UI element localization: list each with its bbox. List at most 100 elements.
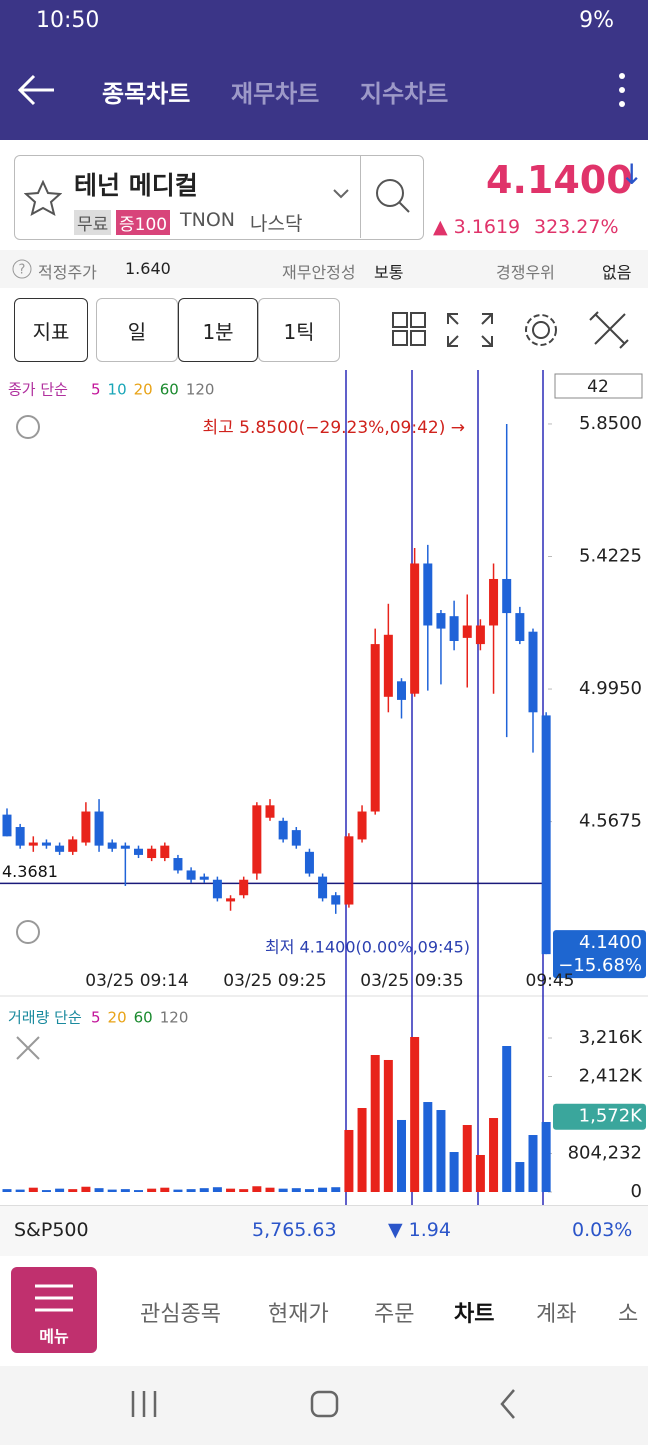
count-box	[554, 373, 643, 399]
candle-body	[344, 836, 354, 905]
time-axis	[0, 965, 648, 995]
candle-body	[475, 625, 485, 645]
candle-body	[278, 820, 288, 840]
volume-bar	[28, 1187, 38, 1192]
legend-period: 60	[134, 1009, 153, 1027]
candle-body	[370, 644, 380, 812]
more-button[interactable]	[612, 70, 632, 110]
period-button[interactable]: 1틱	[258, 298, 340, 362]
back-button[interactable]	[16, 72, 56, 108]
index-name: S&P500	[14, 1219, 89, 1241]
candle-body	[291, 830, 301, 846]
period-button[interactable]: 일	[96, 298, 178, 362]
nav-tab[interactable]: 소	[618, 1302, 639, 1327]
indicator-button[interactable]: 지표	[14, 298, 88, 362]
volume-bar	[199, 1188, 209, 1192]
market: 나스닥	[250, 213, 303, 235]
legend-title: 종가 단순	[8, 381, 68, 399]
volume-bar	[68, 1189, 78, 1192]
volume-bar	[502, 1046, 512, 1192]
info-value: 보통	[374, 263, 404, 282]
y-tick-label: 5.4225	[579, 545, 642, 566]
volume-bar	[2, 1189, 12, 1192]
candle-body	[318, 876, 328, 899]
volume-bar	[489, 1118, 499, 1192]
x-tick-label: 03/25 09:35	[360, 971, 463, 991]
volume-bar	[304, 1189, 314, 1192]
candle-body	[265, 805, 275, 818]
legend-period: 120	[186, 381, 215, 399]
volume-bar	[94, 1188, 104, 1192]
close-volume[interactable]	[16, 1036, 40, 1060]
volume-bar	[344, 1129, 354, 1192]
volume-bar	[226, 1188, 236, 1192]
info-value: 없음	[602, 263, 632, 282]
y-tick-label: 4.9950	[579, 678, 642, 699]
favorite-star[interactable]	[24, 180, 62, 216]
zoom-in[interactable]	[16, 415, 40, 439]
volume-bar	[212, 1187, 222, 1192]
volume-bar	[291, 1188, 301, 1192]
nav-tab[interactable]: 현재가	[268, 1302, 329, 1327]
volume-bar	[55, 1188, 65, 1192]
current-volume-box	[553, 1103, 646, 1130]
candle-body	[502, 578, 512, 614]
menu-button[interactable]: 메뉴	[11, 1267, 97, 1353]
info-value: 1.640	[125, 259, 171, 278]
candle-body	[239, 879, 249, 896]
volume-bar	[436, 1110, 446, 1192]
tab[interactable]: 재무차트	[231, 80, 320, 108]
volume-bar	[147, 1188, 157, 1192]
y-tick-label: 0	[631, 1181, 642, 1202]
ticker: TNON	[180, 209, 235, 231]
volume-bar	[410, 1036, 420, 1192]
volume-bar	[331, 1187, 341, 1192]
volume-bar	[397, 1119, 406, 1192]
reference-label: 4.3681	[2, 862, 58, 881]
volume-bar	[515, 1162, 525, 1192]
volume-bar	[423, 1102, 433, 1192]
candle-body	[357, 811, 367, 840]
x-tick-label: 03/25 09:14	[85, 971, 188, 991]
index-bar: S&P500 5,765.63 ▼ 1.94 0.03%	[0, 1205, 648, 1256]
tab-active[interactable]: 종목차트	[102, 80, 191, 108]
search-button[interactable]	[360, 155, 423, 238]
candle-body	[107, 842, 117, 849]
legend-period: 10	[108, 381, 127, 399]
volume-bar	[265, 1187, 275, 1192]
y-tick-label: 5.8500	[579, 413, 642, 434]
candle-body	[28, 842, 38, 846]
candle-body	[304, 851, 314, 874]
system-buttons[interactable]	[0, 1366, 648, 1445]
stock-box[interactable]	[14, 155, 424, 240]
zoom-out[interactable]	[16, 920, 40, 944]
candle-body	[331, 895, 341, 905]
legend-period: 20	[134, 381, 153, 399]
help-icon[interactable]: ?	[12, 259, 32, 279]
index-change: ▼ 1.94	[388, 1219, 451, 1241]
nav-tab[interactable]: 주문	[374, 1302, 415, 1327]
candle-body	[2, 814, 12, 837]
volume-bar	[41, 1190, 51, 1192]
volume-bar	[541, 1121, 551, 1192]
nav-tab[interactable]: 계좌	[536, 1302, 577, 1327]
current-price: 4.1400	[579, 932, 642, 953]
volume-bar	[107, 1189, 117, 1192]
nav-tab-active[interactable]: 차트	[454, 1302, 495, 1327]
candle-body	[173, 858, 183, 871]
volume-bar	[278, 1188, 288, 1192]
nav-tab[interactable]: 관심종목	[140, 1302, 221, 1327]
candle-body	[199, 876, 209, 880]
volume-bar	[186, 1189, 196, 1192]
tool-icons[interactable]	[390, 310, 640, 350]
volume-bar	[239, 1189, 249, 1192]
dropdown[interactable]	[332, 188, 350, 200]
volume-bar	[449, 1152, 459, 1192]
candle-body	[528, 631, 538, 713]
candle-body	[81, 811, 91, 843]
tab[interactable]: 지수차트	[360, 80, 449, 108]
current-price-box	[553, 930, 646, 979]
candle-body	[186, 870, 196, 880]
period-button[interactable]: 1분	[178, 298, 258, 362]
candle-body	[212, 879, 222, 899]
